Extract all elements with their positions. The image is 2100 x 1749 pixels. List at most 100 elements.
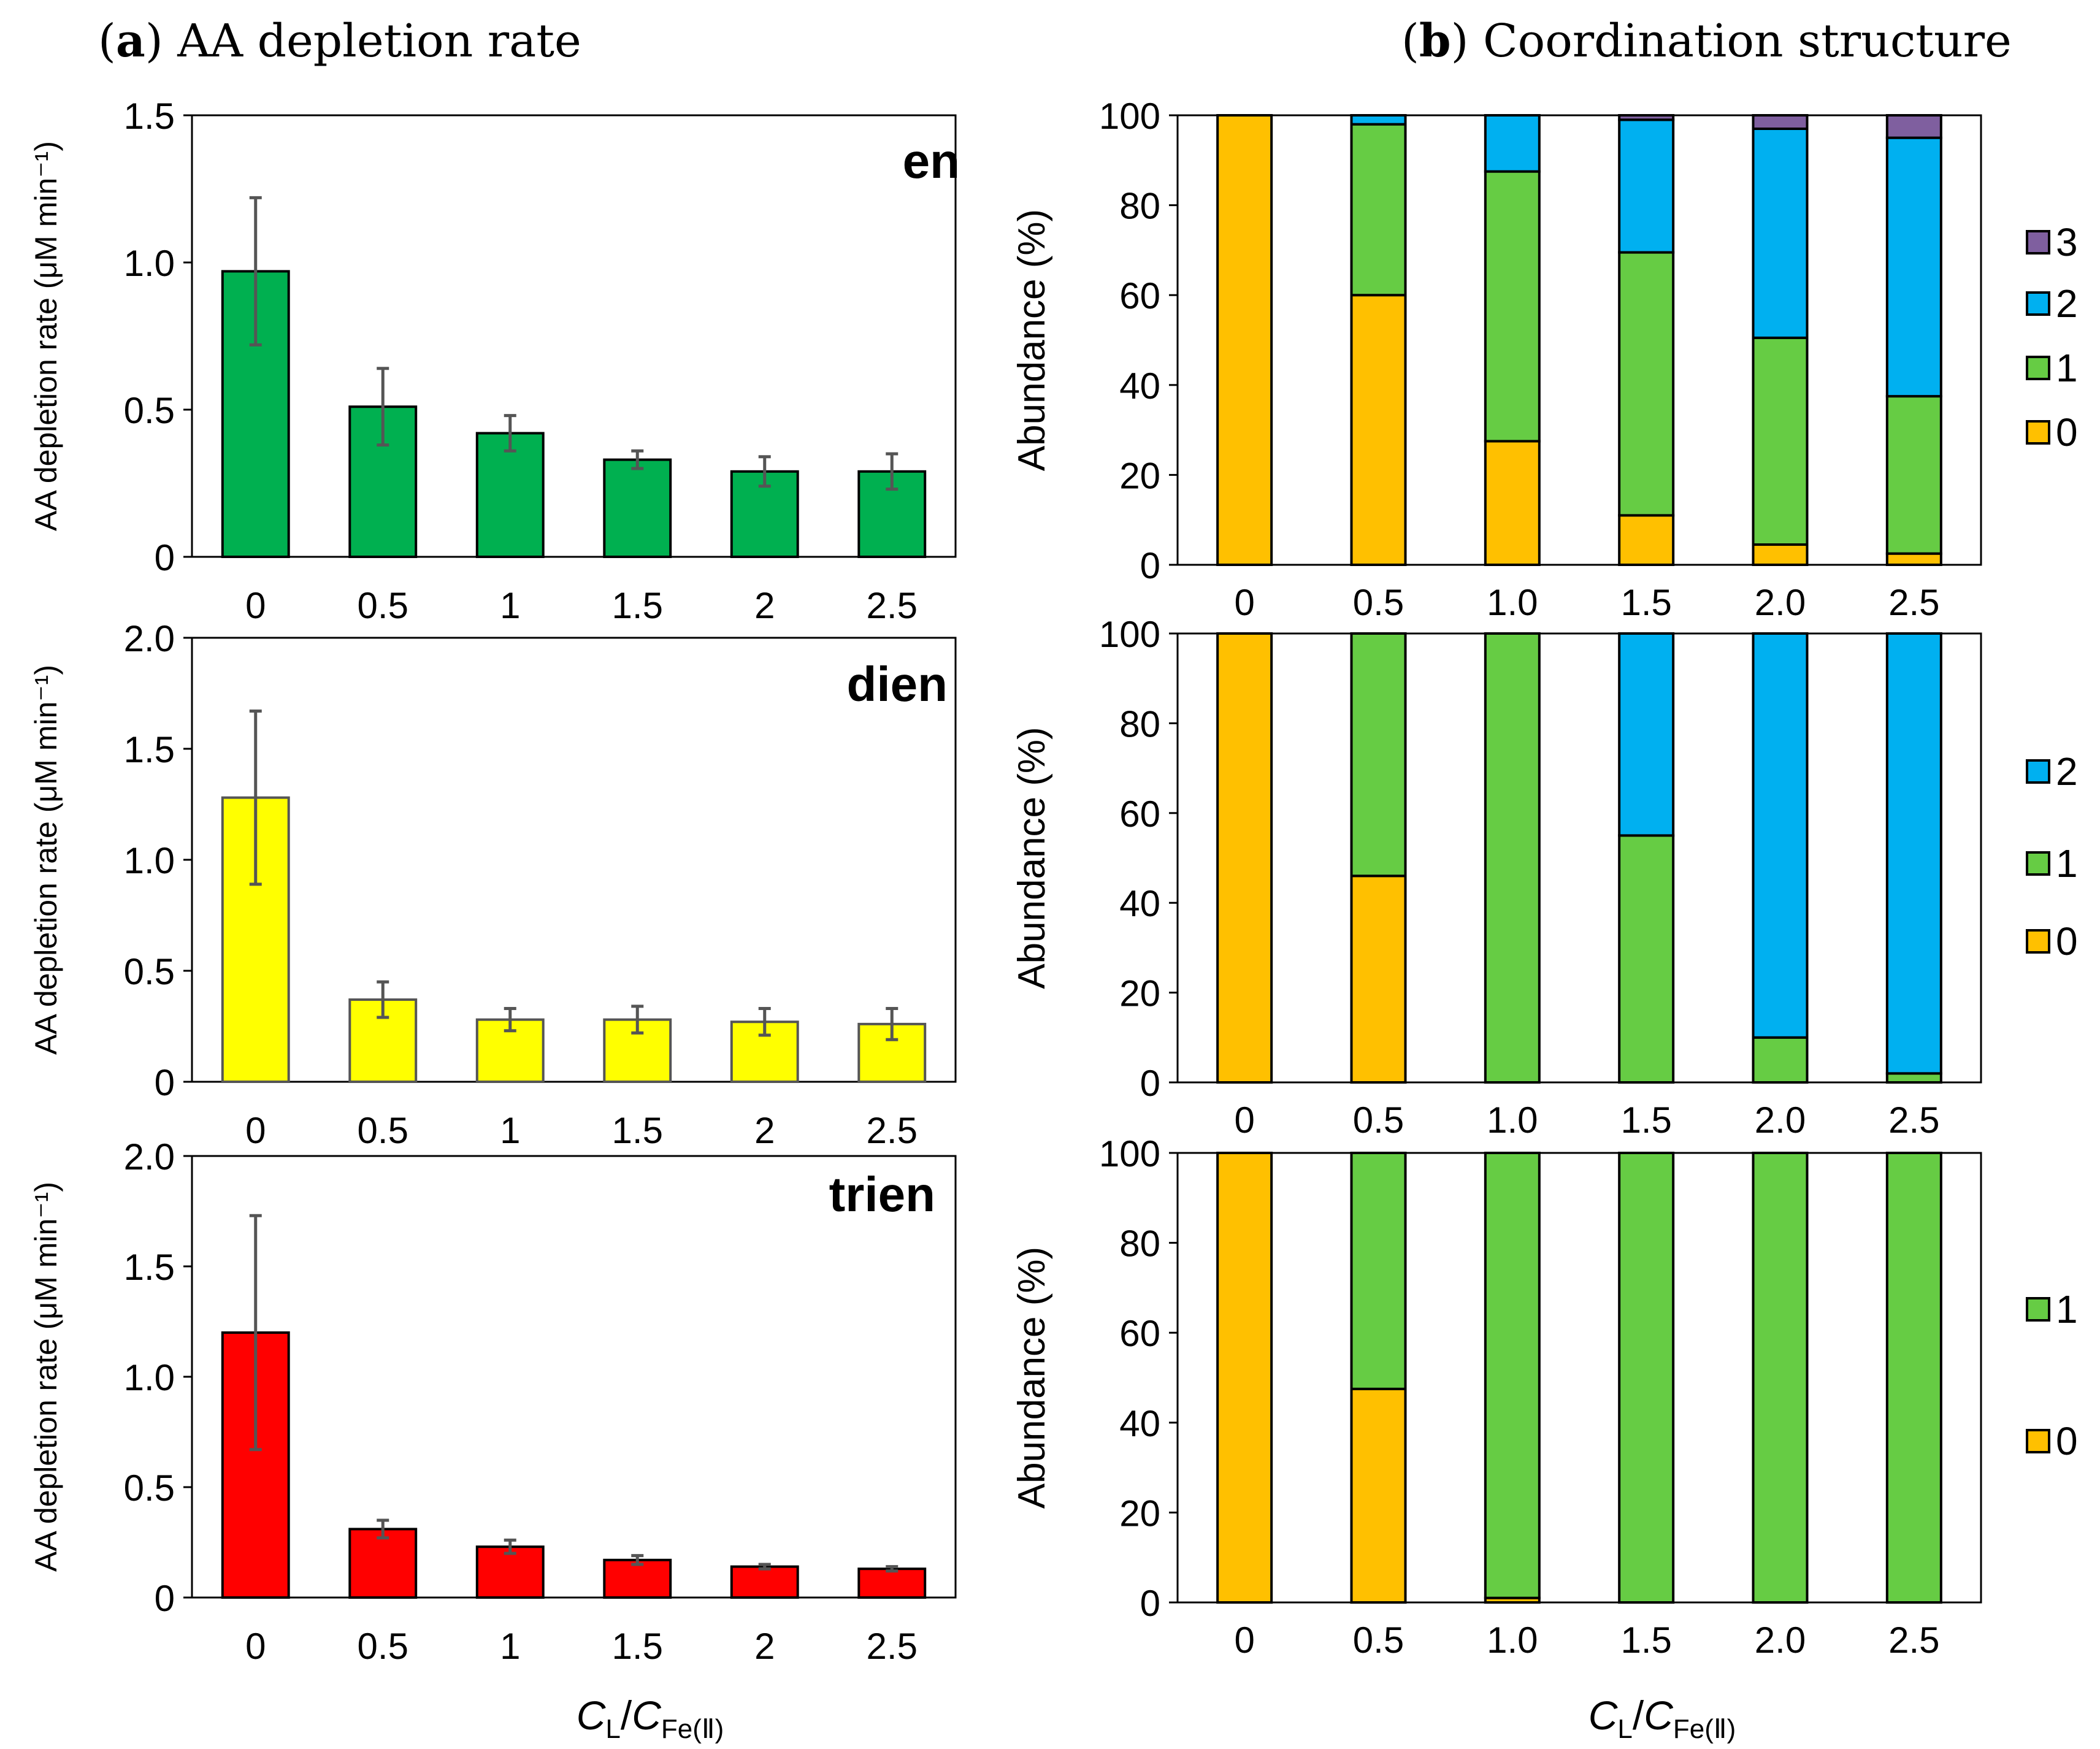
- stacked-segment-2: [1752, 632, 1809, 1039]
- stacked-segment-2: [1885, 136, 1942, 398]
- ytick-label: 0: [1140, 1583, 1160, 1624]
- ytick-label: 80: [1119, 703, 1160, 744]
- stacked-segment-1: [1484, 1152, 1541, 1599]
- xtick-label: 0: [245, 1626, 266, 1667]
- stacked-segment-0: [1350, 1387, 1407, 1604]
- ligand-annotation: en: [903, 134, 960, 188]
- xtick-label: 1: [500, 1110, 520, 1151]
- xtick-label: 0.5: [358, 1626, 408, 1667]
- xtick-label: 2.5: [867, 1110, 918, 1151]
- ytick-label: 40: [1119, 365, 1160, 407]
- xtick-label: 2.5: [867, 585, 918, 626]
- ytick-label: 0.5: [124, 951, 175, 992]
- xtick-label: 0.5: [1353, 1620, 1404, 1661]
- xtick-label: 1: [500, 585, 520, 626]
- ytick-label: 0: [155, 537, 175, 578]
- ytick-label: 0.5: [124, 390, 175, 431]
- stacked-segment-1: [1484, 170, 1541, 443]
- y-axis-label: Abundance (%): [1011, 727, 1053, 989]
- y-axis-label: Abundance (%): [1011, 1247, 1053, 1509]
- stacked-segment-1: [1885, 1152, 1942, 1604]
- ytick-label: 80: [1119, 1223, 1160, 1265]
- ytick-label: 60: [1119, 275, 1160, 316]
- xtick-label: 0.5: [358, 585, 408, 626]
- stacked-segment-3: [1618, 114, 1675, 121]
- bar: [475, 432, 545, 559]
- xtick-label: 0: [1234, 1100, 1254, 1141]
- ligand-annotation: dien: [847, 657, 948, 711]
- ytick-label: 60: [1119, 794, 1160, 835]
- panel-a-title: (a) AA depletion rate: [98, 15, 581, 67]
- stacked-segment-0: [1216, 632, 1273, 1084]
- ytick-label: 2.0: [124, 1136, 175, 1177]
- ytick-label: 1.5: [124, 729, 175, 770]
- stacked-segment-1: [1885, 395, 1942, 555]
- xtick-label: 1.5: [1620, 1100, 1671, 1141]
- stacked-segment-1: [1752, 336, 1809, 546]
- stacked-segment-3: [1752, 114, 1809, 130]
- xtick-label: 2.0: [1755, 1100, 1806, 1141]
- panel-b-letter: b: [1419, 15, 1451, 67]
- stacked-segment-2: [1618, 632, 1675, 837]
- legend-label: 0: [2056, 410, 2078, 454]
- ytick-label: 100: [1099, 96, 1160, 137]
- stacked-segment-1: [1752, 1152, 1809, 1604]
- stacked-segment-0: [1216, 1152, 1273, 1604]
- xtick-label: 1.5: [1620, 1620, 1671, 1661]
- ytick-label: 0: [1140, 1063, 1160, 1104]
- ytick-label: 40: [1119, 883, 1160, 924]
- xtick-label: 0.5: [1353, 582, 1404, 623]
- panel-a-xlabel: CL/CFe(Ⅱ): [577, 1693, 724, 1744]
- stacked-segment-2: [1484, 114, 1541, 173]
- ytick-label: 60: [1119, 1313, 1160, 1354]
- xtick-label: 0: [1234, 582, 1254, 623]
- stacked-segment-1: [1350, 1152, 1407, 1390]
- ytick-label: 100: [1099, 1133, 1160, 1174]
- panel-a-title-text: AA depletion rate: [177, 15, 581, 67]
- ytick-label: 2.0: [124, 618, 175, 659]
- legend-label: 2: [2056, 749, 2078, 794]
- charts-layer: 0 0.5 1.0 1.5 0 0.5 1 1.5 2 2.5 en AA depletion rat…: [29, 96, 2078, 1667]
- stacked-segment-0: [1350, 294, 1407, 566]
- ligand-annotation: trien: [829, 1167, 935, 1222]
- xtick-label: 1.5: [612, 1626, 663, 1667]
- panel-a-letter: a: [116, 15, 145, 67]
- xtick-label: 1: [500, 1626, 520, 1667]
- plot-frame-rate_en: [191, 114, 957, 558]
- ytick-label: 20: [1119, 973, 1160, 1014]
- stacked-segment-1: [1618, 1152, 1675, 1604]
- xtick-label: 0: [245, 585, 266, 626]
- legend-label: 2: [2056, 281, 2078, 326]
- ytick-label: 0: [155, 1062, 175, 1103]
- stacked-segment-1: [1350, 632, 1407, 878]
- xtick-label: 0.5: [358, 1110, 408, 1151]
- ytick-label: 20: [1119, 1493, 1160, 1534]
- legend-swatch-0: [2026, 1429, 2050, 1453]
- legend-swatch-1: [2026, 1297, 2050, 1322]
- y-axis-label: AA depletion rate (μM min⁻¹): [29, 141, 63, 531]
- stacked-segment-2: [1752, 127, 1809, 339]
- bar: [603, 458, 672, 558]
- xtick-label: 2: [754, 1110, 775, 1151]
- ytick-label: 1.5: [124, 1247, 175, 1288]
- ytick-label: 1.0: [124, 840, 175, 881]
- bar: [857, 1567, 927, 1599]
- ytick-label: 1.5: [124, 96, 175, 137]
- plot-frame-rate_trien: [191, 1155, 957, 1599]
- stacked-segment-1: [1752, 1036, 1809, 1084]
- xtick-label: 1.0: [1487, 1620, 1538, 1661]
- ytick-label: 0.5: [124, 1468, 175, 1509]
- stacked-segment-1: [1618, 834, 1675, 1084]
- stacked-segment-0: [1484, 440, 1541, 566]
- ytick-label: 80: [1119, 186, 1160, 227]
- xtick-label: 0.5: [1353, 1100, 1404, 1141]
- plot-frame-coord_dien: [1176, 632, 1982, 1084]
- plot-frame-coord_trien: [1176, 1152, 1982, 1604]
- legend-label: 0: [2056, 1419, 2078, 1463]
- xtick-label: 1.0: [1487, 1100, 1538, 1141]
- ytick-label: 40: [1119, 1403, 1160, 1444]
- xtick-label: 1.0: [1487, 582, 1538, 623]
- ytick-label: 100: [1099, 614, 1160, 655]
- plot-frame-coord_en: [1176, 114, 1982, 566]
